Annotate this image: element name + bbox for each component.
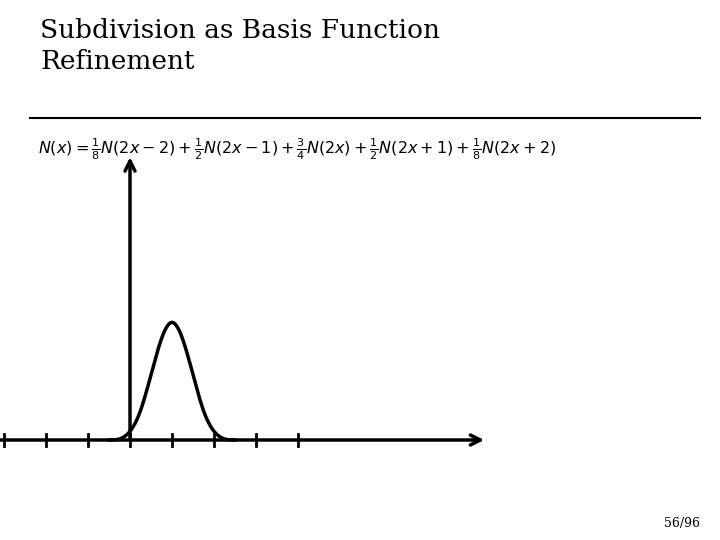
Text: 56/96: 56/96 [664,517,700,530]
Text: $N(x) = \frac{1}{8}N(2x-2) + \frac{1}{2}N(2x-1) + \frac{3}{4}N(2x) + \frac{1}{2}: $N(x) = \frac{1}{8}N(2x-2) + \frac{1}{2}… [38,136,556,162]
Text: Subdivision as Basis Function
Refinement: Subdivision as Basis Function Refinement [40,18,440,74]
